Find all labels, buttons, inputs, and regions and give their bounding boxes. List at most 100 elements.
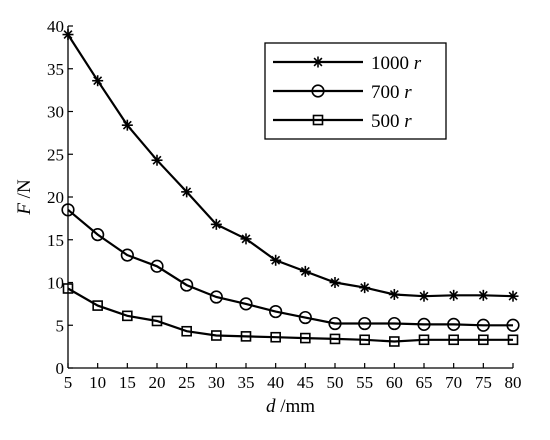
data-point: [151, 154, 163, 166]
data-point: [211, 330, 222, 341]
series-500: [62, 283, 519, 347]
legend-series-unit: r: [400, 111, 413, 132]
data-point: [121, 119, 133, 131]
data-point: [240, 331, 252, 342]
data-point: [270, 254, 282, 266]
legend-label: 500 r: [371, 111, 412, 132]
legend-entry: 1000 r: [273, 53, 422, 74]
x-tick-label: 20: [149, 373, 166, 392]
data-point: [92, 300, 103, 311]
x-axis-variable: d: [266, 396, 276, 417]
y-tick-label: 30: [47, 103, 64, 122]
series-line-1000: [67, 34, 514, 298]
legend-marker: [312, 114, 324, 126]
x-tick-label: 70: [445, 373, 462, 392]
asterisk-stroke: [300, 266, 310, 276]
x-tick-label: 45: [297, 373, 314, 392]
asterisk-stroke: [241, 234, 251, 244]
asterisk-stroke: [389, 290, 399, 299]
data-point: [418, 334, 430, 346]
data-point: [210, 218, 222, 230]
data-point: [418, 290, 430, 302]
data-point: [387, 316, 401, 331]
data-point: [209, 290, 223, 304]
asterisk-stroke: [182, 187, 192, 197]
data-point: [269, 304, 283, 319]
legend-series-name: 1000: [371, 53, 409, 74]
asterisk-stroke: [152, 155, 162, 165]
legend-series-name: 700: [371, 82, 400, 103]
y-axis-unit: /N: [14, 179, 35, 203]
y-axis-label: F /N: [14, 179, 35, 216]
legend-marker: [311, 84, 325, 98]
asterisk-stroke: [360, 283, 370, 293]
data-point: [329, 333, 341, 345]
asterisk-stroke: [478, 290, 488, 300]
legend-series-name: 500: [371, 111, 400, 132]
data-point: [359, 282, 371, 294]
x-tick-label: 50: [327, 373, 344, 392]
x-tick-label: 5: [64, 373, 73, 392]
data-point: [62, 283, 74, 294]
data-point: [300, 332, 311, 344]
legend-series-unit: r: [400, 82, 413, 103]
y-tick-label: 15: [47, 231, 64, 250]
asterisk-stroke: [330, 278, 340, 287]
x-tick-label: 60: [386, 373, 403, 392]
x-tick-label: 55: [356, 373, 373, 392]
y-tick-label: 0: [56, 359, 65, 378]
data-point: [270, 331, 281, 343]
data-point: [298, 310, 312, 325]
x-tick-label: 15: [119, 373, 136, 392]
asterisk-stroke: [63, 30, 73, 40]
data-point: [476, 318, 490, 332]
axes: 5 10 15 20 25 30 35 40 45 50 55 60 65 70 75 80051015202…: [14, 17, 522, 417]
legend-entry: 500 r: [273, 111, 412, 132]
data-point: [417, 317, 431, 331]
data-point: [358, 316, 372, 331]
data-point: [359, 334, 370, 346]
x-tick-label: 65: [416, 373, 433, 392]
data-point: [448, 334, 459, 346]
asterisk-stroke: [449, 290, 459, 300]
data-point: [91, 228, 105, 242]
series-line-500: [67, 287, 513, 343]
x-tick-label: 35: [238, 373, 255, 392]
data-point: [122, 310, 133, 322]
data-point: [62, 29, 74, 41]
asterisk-stroke: [271, 255, 281, 265]
asterisk-stroke: [508, 291, 518, 301]
x-axis-unit: /mm: [275, 396, 315, 417]
asterisk-stroke: [93, 76, 103, 86]
data-point: [181, 325, 192, 337]
data-point: [329, 277, 341, 288]
data-point: [448, 289, 460, 301]
y-tick-label: 35: [47, 60, 64, 79]
data-point: [507, 290, 519, 302]
data-point: [507, 334, 519, 346]
x-tick-label: 30: [208, 373, 225, 392]
x-tick-label: 40: [267, 373, 284, 392]
y-tick-label: 10: [47, 274, 64, 293]
series-700: [61, 203, 520, 332]
y-tick-label: 25: [47, 145, 64, 164]
x-tick-label: 10: [89, 373, 106, 392]
data-point: [151, 315, 163, 327]
asterisk-stroke: [211, 219, 221, 229]
x-tick-label: 25: [178, 373, 195, 392]
data-point: [180, 278, 194, 292]
plot-area: [61, 29, 520, 347]
data-point: [150, 259, 164, 273]
data-point: [240, 233, 252, 245]
data-point: [92, 75, 104, 87]
x-tick-label: 80: [505, 373, 522, 392]
x-tick-label: 75: [475, 373, 492, 392]
data-point: [478, 334, 489, 346]
series-line-700: [67, 208, 513, 327]
data-point: [388, 288, 400, 300]
data-point: [506, 318, 520, 332]
data-point: [389, 336, 400, 347]
y-tick-label: 20: [47, 188, 64, 207]
